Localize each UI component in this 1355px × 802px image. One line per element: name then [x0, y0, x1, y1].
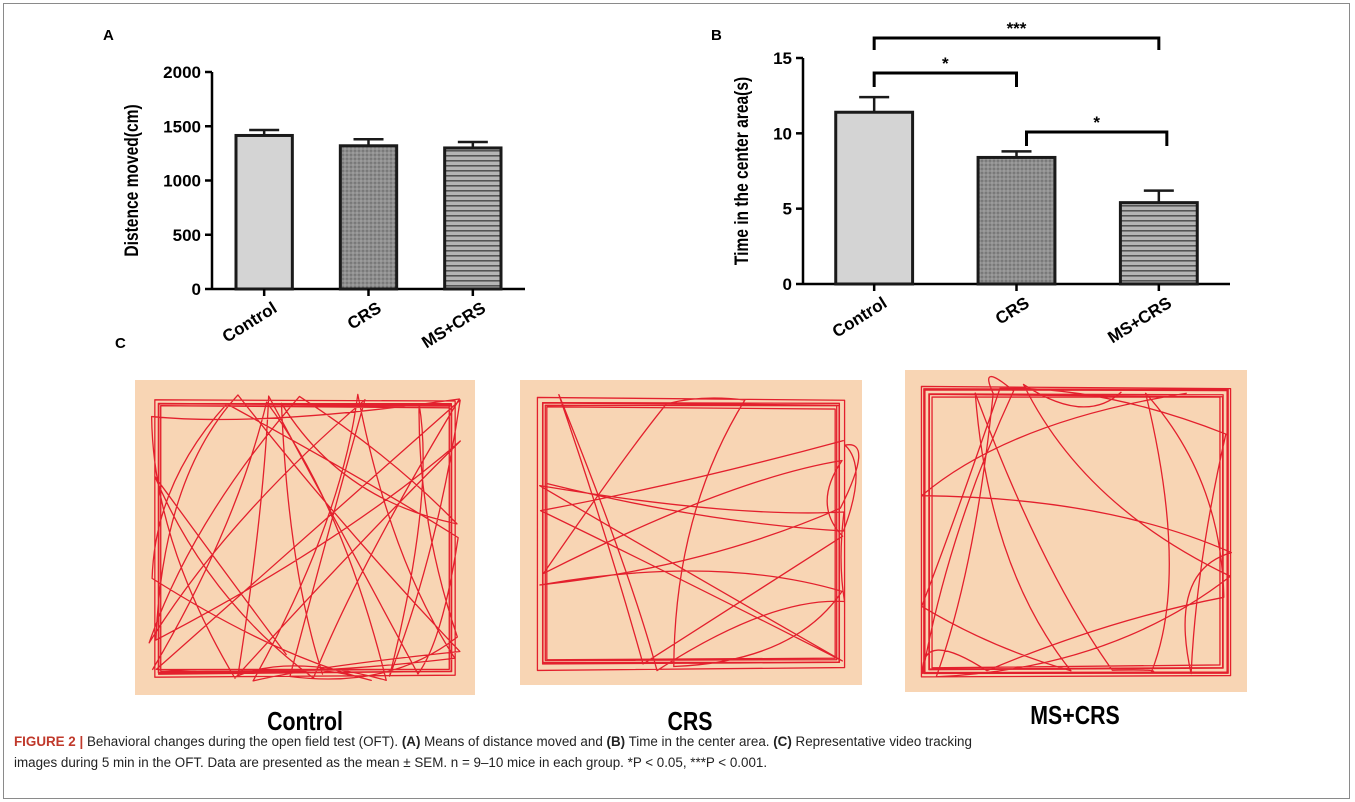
track-path — [148, 393, 461, 682]
tracking-label-crs: CRS — [667, 706, 713, 736]
bar — [338, 144, 399, 291]
caption-a-label: (A) — [401, 734, 421, 749]
chart-a-distance-moved: 0 500 1000 1500 2000 Distence moved(cm) Contro… — [121, 63, 525, 350]
figure-frame — [3, 3, 1350, 799]
y-tick-label: 500 — [173, 226, 201, 245]
significance-bracket — [872, 71, 1018, 87]
track-path — [920, 375, 1233, 678]
y-tick-label: 1000 — [163, 172, 201, 191]
caption-b-label: (B) — [606, 734, 626, 749]
panel-label-c: C — [115, 335, 126, 352]
significance-label: * — [942, 54, 949, 73]
figure-caption: FIGURE 2 | Behavioral changes during the… — [14, 731, 1334, 773]
caption-line-2: images during 5 min in the OFT. Data are… — [14, 755, 768, 770]
caption-text-2: Means of distance moved and — [420, 734, 607, 749]
significance-bracket — [872, 36, 1161, 50]
tracking-label-ms-crs: MS+CRS — [1030, 700, 1120, 730]
significance-bracket — [1025, 130, 1169, 146]
bar — [834, 110, 915, 286]
panel-label-a: A — [103, 27, 114, 44]
y-tick-label: 0 — [192, 280, 201, 299]
tracking-image-control — [135, 380, 475, 695]
caption-line-1: FIGURE 2 | Behavioral changes during the… — [14, 731, 1334, 752]
significance-label: * — [1093, 113, 1100, 132]
x-tick-label: MS+CRS — [1104, 293, 1175, 347]
caption-text-4: Representative video tracking — [791, 734, 972, 749]
significance-label: *** — [1007, 20, 1027, 38]
x-tick-label: MS+CRS — [418, 298, 489, 350]
tracking-image-ms-crs — [905, 370, 1247, 692]
x-tick-label: CRS — [992, 293, 1033, 328]
tracking-label-control: Control — [267, 706, 343, 736]
y-tick-label: 0 — [783, 275, 792, 294]
y-axis-label: Distence moved(cm) — [121, 104, 143, 256]
panel-label-b: B — [711, 27, 722, 44]
bar — [234, 133, 294, 291]
bar — [1118, 201, 1199, 286]
y-tick-label: 5 — [783, 200, 792, 219]
caption-text-1: Behavioral changes during the open field… — [83, 734, 402, 749]
y-tick-label: 10 — [773, 124, 792, 143]
x-tick-label: CRS — [344, 298, 385, 333]
tracking-path-ms-crs — [920, 375, 1233, 678]
x-tick-label: Control — [219, 298, 280, 346]
y-axis-label: Time in the center area(s) — [731, 77, 753, 265]
tracking-path-crs — [536, 393, 860, 672]
x-tick-label: Control — [829, 293, 890, 341]
y-tick-label: 15 — [773, 49, 792, 68]
caption-figure-label: FIGURE 2 | — [14, 734, 84, 749]
tracking-image-crs — [520, 380, 862, 685]
bar — [976, 155, 1057, 286]
chart-b-time-center: 0 5 10 15 Time in the center area(s) Control C… — [731, 20, 1230, 347]
y-tick-label: 2000 — [163, 63, 201, 82]
bar — [443, 146, 503, 291]
tracking-path-control — [148, 393, 461, 682]
y-tick-label: 1500 — [163, 117, 201, 136]
track-path — [536, 393, 860, 672]
caption-c-label: (C) — [773, 734, 792, 749]
caption-text-3: Time in the center area. — [625, 734, 774, 749]
